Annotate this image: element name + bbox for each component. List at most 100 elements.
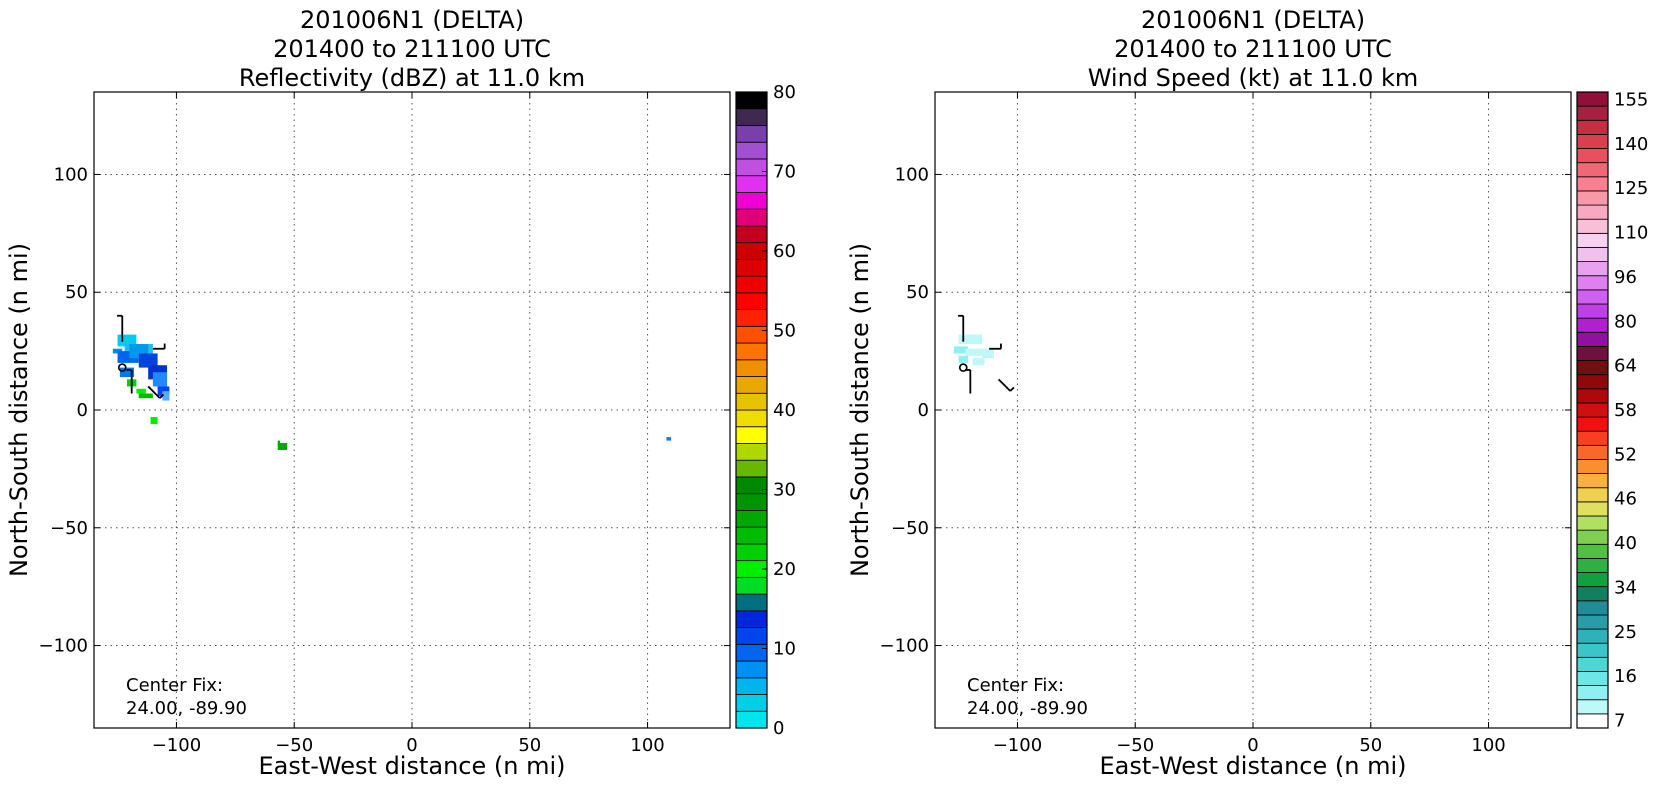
center-fix-coords: 24.00, -89.90: [967, 698, 1088, 719]
colorbar-swatch: [1576, 317, 1609, 333]
center-fix-coords: 24.00, -89.90: [126, 698, 247, 719]
colorbar-swatch: [735, 510, 768, 528]
colorbar-tick-label: 30: [773, 480, 796, 501]
storm-center-marker: [117, 363, 127, 372]
colorbar-swatch: [735, 459, 768, 478]
colorbar-tick-label: 34: [1614, 577, 1637, 598]
colorbar-swatch: [735, 694, 768, 712]
colorbar-swatch: [735, 677, 768, 695]
y-tick-label: 50: [906, 282, 929, 303]
x-tick-label: 100: [1471, 735, 1505, 756]
colorbar-reflectivity: 0 10 20 30 40 50 60 70 80: [735, 82, 796, 739]
colorbar-swatch: [1576, 119, 1609, 135]
data-cell: [138, 393, 153, 399]
colorbar-tick-label: 20: [773, 559, 796, 580]
colorbar-tick-label: 50: [773, 321, 796, 342]
colorbar-swatch: [1576, 261, 1609, 277]
plot-frame: [934, 91, 1572, 729]
colorbar-swatch: [735, 576, 768, 595]
colorbar-swatch: [1576, 572, 1609, 588]
colorbar-tick-label: 58: [1614, 400, 1637, 421]
title-line: 201006N1 (DELTA): [300, 6, 524, 34]
x-tick-label: −100: [993, 735, 1042, 756]
colorbar-swatch: [735, 175, 768, 193]
y-axis-ticks: −100 −50 0 50 100: [880, 164, 1571, 657]
wind-barb: [997, 378, 1011, 392]
x-tick-label: 100: [630, 735, 664, 756]
colorbar-swatch: [735, 359, 768, 377]
y-tick-label: 50: [65, 282, 88, 303]
y-axis-label: North-South distance (n mi): [5, 243, 33, 577]
chart-title: 201006N1 (DELTA) 201400 to 211100 UTC Re…: [239, 6, 585, 92]
x-axis-label: East-West distance (n mi): [1099, 752, 1406, 780]
colorbar-swatch: [1576, 671, 1609, 687]
colorbar-swatch: [735, 208, 768, 227]
colorbar-swatch: [735, 292, 768, 310]
panel-reflectivity: 201006N1 (DELTA) 201400 to 211100 UTC Re…: [5, 6, 796, 780]
colorbar-swatch: [735, 158, 768, 177]
colorbar-tick-label: 110: [1614, 223, 1648, 244]
colorbar-tick-label: 80: [1614, 311, 1637, 332]
data-cell: [277, 440, 281, 446]
colorbar-tick-label: 80: [773, 82, 796, 103]
center-fix-label: Center Fix:: [967, 675, 1064, 696]
colorbar-tick-label: 96: [1614, 267, 1637, 288]
colorbar-tick-label: 46: [1614, 489, 1637, 510]
colorbar-tick-label: 60: [773, 241, 796, 262]
colorbar-swatch: [735, 593, 768, 612]
colorbar-tick-label: 140: [1614, 134, 1648, 155]
colorbar-swatch: [735, 192, 768, 210]
x-tick-label: −100: [152, 735, 201, 756]
data-cell: [953, 346, 968, 354]
colorbar-swatch: [735, 610, 768, 628]
colorbar-swatch: [1576, 105, 1609, 121]
colorbar-tick-label: 10: [773, 639, 796, 660]
title-line: 201006N1 (DELTA): [1141, 6, 1365, 34]
data-cell: [666, 437, 672, 441]
colorbar-swatch: [1576, 487, 1609, 503]
x-tick-label: −50: [1116, 735, 1154, 756]
colorbar-swatch: [1576, 600, 1609, 616]
data-cell: [972, 358, 985, 366]
colorbar-swatch: [1576, 331, 1609, 347]
plot-content: [94, 92, 730, 728]
title-line: 201400 to 211100 UTC: [273, 35, 551, 63]
colorbar-swatch: [1576, 444, 1609, 460]
colorbar-swatch: [1576, 558, 1609, 573]
data-cell: [117, 334, 137, 347]
colorbar-swatch: [1576, 459, 1609, 475]
y-tick-label: −50: [50, 518, 88, 539]
colorbar-swatch: [1576, 416, 1609, 432]
y-tick-label: −100: [880, 636, 929, 657]
colorbar-swatch: [1576, 529, 1609, 545]
colorbar-swatch: [735, 125, 768, 143]
colorbar-swatch: [1576, 430, 1609, 446]
colorbar-swatch: [1576, 247, 1609, 262]
colorbar-tick-label: 125: [1614, 178, 1648, 199]
storm-center-marker: [958, 363, 968, 372]
colorbar-swatch: [1576, 713, 1609, 729]
colorbar-swatch: [735, 443, 768, 461]
colorbar-swatch: [1576, 275, 1609, 291]
colorbar-swatch: [735, 342, 768, 361]
colorbar-swatch: [1576, 586, 1609, 602]
colorbar-tick-label: 0: [773, 718, 784, 739]
colorbar-swatch: [735, 526, 768, 545]
data-cell: [162, 391, 170, 401]
data-cell: [119, 367, 135, 378]
colorbar-swatch: [735, 409, 768, 428]
colorbar-swatch: [735, 543, 768, 562]
colorbar-swatch: [1576, 374, 1609, 390]
chart-title: 201006N1 (DELTA) 201400 to 211100 UTC Wi…: [1088, 6, 1419, 92]
colorbar-frame: [1576, 91, 1609, 729]
y-tick-label: −50: [891, 518, 929, 539]
x-axis-ticks: −100 −50 0 50 100: [993, 92, 1506, 756]
data-cell: [965, 348, 985, 356]
x-tick-label: 0: [406, 735, 417, 756]
colorbar-swatch: [735, 710, 768, 729]
y-axis-label: North-South distance (n mi): [846, 243, 874, 577]
colorbar-tick-label: 7: [1614, 711, 1625, 732]
data-cell: [958, 355, 968, 363]
y-tick-label: 0: [918, 400, 929, 421]
colorbar-swatch: [1576, 218, 1609, 234]
